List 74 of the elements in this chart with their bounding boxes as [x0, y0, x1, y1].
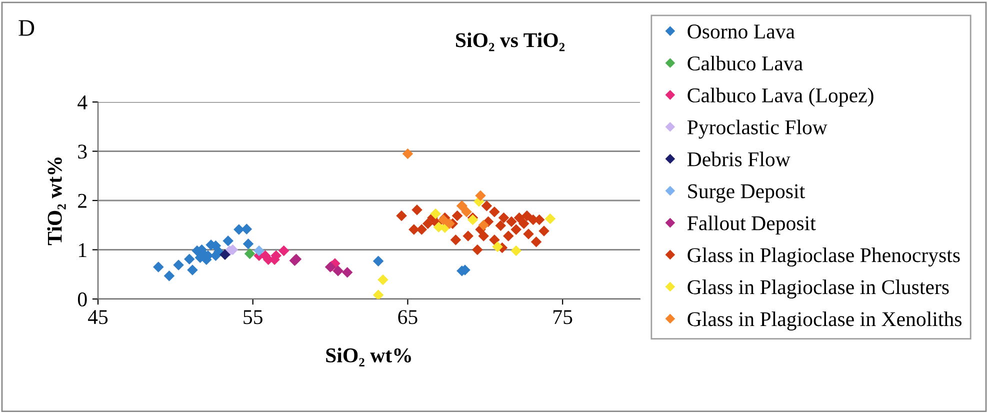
point: [502, 230, 514, 242]
point: [430, 208, 441, 220]
point: [408, 224, 420, 235]
x-axis-title: SiO₂ wt%: [326, 348, 411, 366]
point: [506, 216, 517, 228]
x-tick-label: 65: [398, 310, 418, 324]
point: [396, 210, 407, 222]
point: [184, 254, 195, 264]
legend-label: Glass in Plagioclase in Clusters: [688, 280, 949, 298]
y-tick-label: 0: [78, 292, 87, 306]
point: [461, 206, 472, 218]
point: [220, 249, 230, 260]
point: [489, 206, 500, 218]
point: [510, 224, 522, 235]
legend-label: Debris Flow: [687, 152, 790, 166]
point: [495, 220, 506, 231]
point: [278, 245, 290, 256]
point: [444, 218, 455, 230]
point: [544, 213, 556, 224]
point: [452, 210, 463, 222]
y-tick-label: 3: [78, 144, 87, 159]
point: [378, 274, 388, 286]
point: [234, 224, 244, 235]
point: [412, 204, 422, 216]
point: [481, 200, 492, 212]
point: [489, 234, 500, 246]
x-tick-label: 75: [554, 310, 572, 324]
legend-label: Calbuco Lava (Lopez): [688, 88, 874, 107]
point: [416, 224, 428, 235]
point: [241, 224, 252, 234]
point: [402, 148, 414, 160]
y-axis-title: TiO₂ wt%: [47, 158, 66, 246]
point: [242, 238, 254, 250]
point: [450, 234, 462, 246]
point: [187, 264, 198, 276]
legend-label: Glass in Plagioclase in Xenoliths: [688, 312, 962, 330]
text: D: [18, 20, 34, 36]
point: [462, 230, 474, 242]
point: [518, 218, 530, 230]
point: [538, 226, 550, 236]
y-tick-label: 2: [78, 194, 86, 208]
legend-label: Glass in Plagioclase Phenocrysts: [688, 248, 960, 267]
point: [332, 266, 344, 276]
point: [372, 256, 384, 266]
point: [498, 212, 510, 224]
point: [342, 267, 353, 278]
x-tick-label: 55: [244, 310, 262, 324]
y-tick-label: 4: [78, 96, 88, 110]
chart-title: SiO₂ vs TiO₂: [456, 32, 565, 52]
point: [472, 244, 483, 256]
legend-label: Surge Deposit: [688, 184, 805, 203]
legend-label: Fallout Deposit: [687, 216, 816, 235]
legend-label: Osorno Lava: [688, 24, 795, 39]
point: [164, 270, 175, 282]
legend-label: Pyroclastic Flow: [687, 120, 828, 139]
point: [478, 230, 489, 242]
y-tick-label: 1: [79, 243, 86, 257]
x-tick-label: 45: [88, 310, 108, 324]
point: [153, 262, 164, 272]
point: [222, 236, 234, 246]
point: [530, 236, 542, 248]
legend-label: Calbuco Lava: [688, 56, 803, 70]
point: [244, 248, 256, 260]
point: [173, 260, 184, 270]
point: [523, 228, 534, 240]
point: [510, 245, 522, 256]
point: [254, 245, 264, 256]
point: [478, 220, 489, 231]
point: [422, 218, 434, 230]
point: [514, 212, 525, 224]
point: [475, 190, 486, 201]
point: [372, 290, 384, 299]
point: [522, 210, 532, 222]
point: [492, 241, 503, 252]
